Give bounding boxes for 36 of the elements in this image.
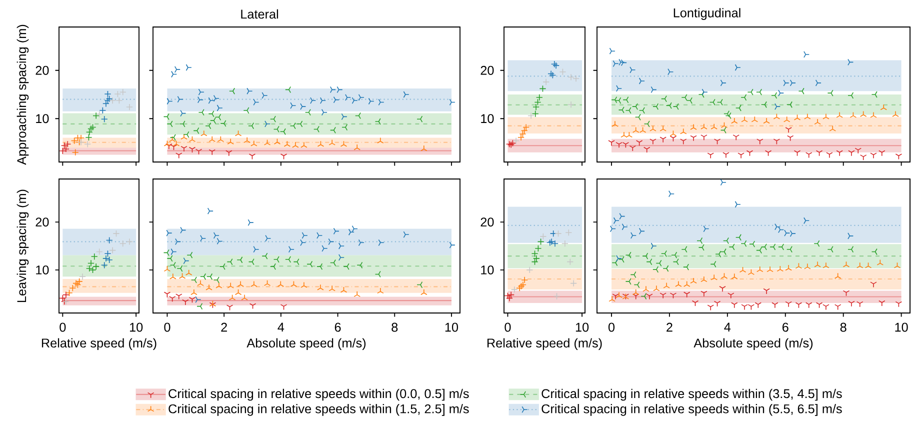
x-tick-label: 2 [221, 322, 227, 332]
y-tick-label: 20 [480, 218, 494, 227]
y-tick-label: 20 [480, 66, 494, 75]
legend-label: Critical spacing in relative speeds within (3.5, 4.5] m/s [542, 388, 842, 401]
legend-label: Critical spacing in relative speeds within (1.5, 2.5] m/s [168, 404, 469, 416]
y-tick-label: 10 [481, 114, 494, 124]
legend-label: Critical spacing in relative speeds within (0.0, 0.5] m/s [168, 388, 469, 401]
text: Lontigudinal [674, 8, 740, 20]
x-axis-title: Absolute speed (m/s) [246, 338, 366, 350]
x-tick-label: 10 [895, 322, 908, 332]
text: Lateral [241, 9, 278, 19]
x-tick-label: 0 [608, 322, 615, 332]
y-tick-label: 20 [36, 218, 49, 227]
x-tick-label: 4 [724, 322, 731, 332]
x-tick-label: 0 [164, 322, 170, 332]
y-tick-label: 10 [36, 265, 49, 274]
legend-label: Critical spacing in relative speeds within (5.5, 6.5] m/s [542, 404, 842, 416]
y-tick-label: 10 [481, 265, 494, 274]
x-tick-label: 10 [130, 322, 143, 332]
x-tick-label: 6 [782, 322, 788, 332]
x-axis-title: Relative speed (m/s) [487, 338, 602, 350]
x-tick-label: 8 [392, 322, 398, 332]
x-tick-label: 4 [278, 322, 284, 332]
y-tick-label: 10 [36, 114, 49, 124]
x-axis-title: Relative speed (m/s) [42, 338, 156, 350]
x-tick-label: 6 [334, 322, 341, 332]
x-tick-label: 10 [576, 322, 589, 332]
x-tick-label: 0 [60, 322, 66, 332]
x-tick-label: 10 [445, 322, 458, 332]
y-axis-title: Leaving spacing (m) [16, 190, 29, 302]
y-tick-label: 20 [36, 66, 49, 75]
x-axis-title: Absolute speed (m/s) [694, 338, 813, 350]
y-axis-title: Approaching spacing (m) [16, 24, 29, 165]
x-tick-label: 8 [840, 322, 846, 332]
x-tick-label: 0 [504, 322, 511, 332]
x-tick-label: 2 [666, 322, 672, 332]
